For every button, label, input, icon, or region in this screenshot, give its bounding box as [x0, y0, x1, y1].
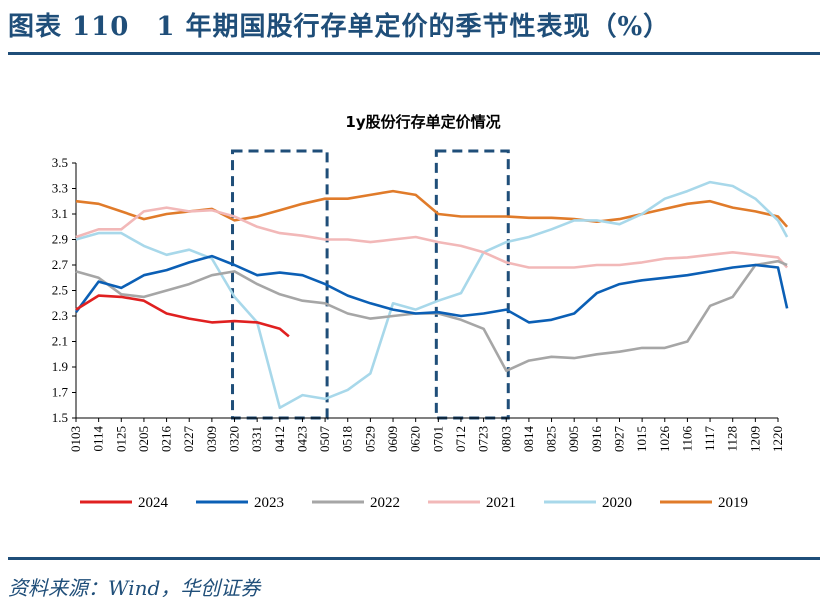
legend: 2024 2023 2022 2021 2020 2019 [80, 495, 748, 511]
y-tick-label: 2.7 [52, 257, 69, 272]
x-tick-label: 0331 [249, 426, 264, 452]
y-axis: 3.5 3.3 3.1 2.9 2.7 2.5 2.3 2.1 1.9 1.7 1.5 [52, 155, 77, 425]
legend-label-2022: 2022 [370, 495, 400, 511]
y-tick-label: 2.9 [52, 232, 68, 247]
legend-label-2020: 2020 [602, 495, 632, 511]
x-tick-label: 1128 [725, 426, 740, 452]
legend-label-2024: 2024 [138, 495, 169, 511]
legend-label-2021: 2021 [486, 495, 516, 511]
x-tick-label: 0114 [91, 426, 106, 452]
y-tick-label: 3.1 [52, 206, 68, 221]
x-tick-label: 0320 [227, 426, 242, 452]
y-tick-label: 3.3 [52, 181, 68, 196]
series-line-2021 [75, 206, 789, 269]
x-tick-label: 0609 [385, 426, 400, 452]
y-tick-label: 2.5 [52, 283, 68, 298]
legend-label-2019: 2019 [718, 495, 748, 511]
x-tick-label: 0103 [68, 426, 83, 452]
chart: 1y股份行存单定价情况 3.5 3.3 3.1 2.9 2.7 2.5 2.3 2.1 1.9 1… [52, 113, 789, 511]
x-tick-label: 0825 [544, 426, 559, 452]
x-tick-label: 1015 [634, 426, 649, 452]
y-tick-label: 2.3 [52, 308, 68, 323]
x-tick-label: 1220 [770, 426, 785, 452]
x-tick-label: 0723 [476, 426, 491, 452]
y-tick-label: 1.7 [52, 385, 69, 400]
x-tick-label: 0507 [317, 426, 332, 453]
x-tick-label: 1026 [657, 426, 672, 453]
y-tick-label: 1.9 [52, 359, 68, 374]
series-line-2024 [75, 294, 290, 338]
chart-title: 1y股份行存单定价情况 [345, 113, 500, 131]
x-tick-label: 0423 [294, 426, 309, 452]
highlight-window [434, 149, 510, 420]
y-tick-label: 3.5 [52, 155, 68, 170]
y-tick-label: 1.5 [52, 410, 68, 425]
x-tick-label: 0518 [340, 426, 355, 452]
x-tick-label: 0309 [204, 426, 219, 452]
series-line-2020 [75, 180, 789, 410]
x-tick-label: 0620 [408, 426, 423, 452]
source-note: 资料来源：Wind，华创证券 [8, 576, 261, 600]
x-tick-label: 0712 [453, 426, 468, 452]
x-tick-label: 0701 [430, 426, 445, 452]
x-tick-label: 1209 [747, 426, 762, 452]
source-rule [8, 557, 820, 560]
x-axis: 0103 0114 0125 0205 0216 0227 0309 0320 0331 0412… [68, 417, 785, 453]
x-tick-label: 0814 [521, 426, 536, 453]
highlight-window [231, 149, 329, 420]
title-rule [8, 52, 820, 55]
figure-title: 图表 110 1 年期国股行存单定价的季节性表现（%） [8, 12, 671, 42]
x-tick-label: 0216 [159, 426, 174, 453]
x-tick-label: 0905 [566, 426, 581, 452]
legend-label-2023: 2023 [254, 495, 284, 511]
x-tick-label: 0412 [272, 426, 287, 452]
x-tick-label: 0916 [589, 426, 604, 453]
x-tick-label: 0927 [611, 426, 626, 453]
series-line-2023 [74, 254, 789, 324]
series-line-2019 [75, 189, 789, 228]
x-tick-label: 1117 [702, 426, 717, 452]
x-tick-label: 1106 [679, 426, 694, 452]
x-tick-label: 0205 [136, 426, 151, 452]
x-tick-label: 0125 [113, 426, 128, 452]
x-tick-label: 0529 [362, 426, 377, 452]
x-tick-label: 0803 [498, 426, 513, 452]
y-tick-label: 2.1 [52, 334, 68, 349]
series-lines [74, 180, 789, 410]
x-tick-label: 0227 [181, 426, 196, 453]
